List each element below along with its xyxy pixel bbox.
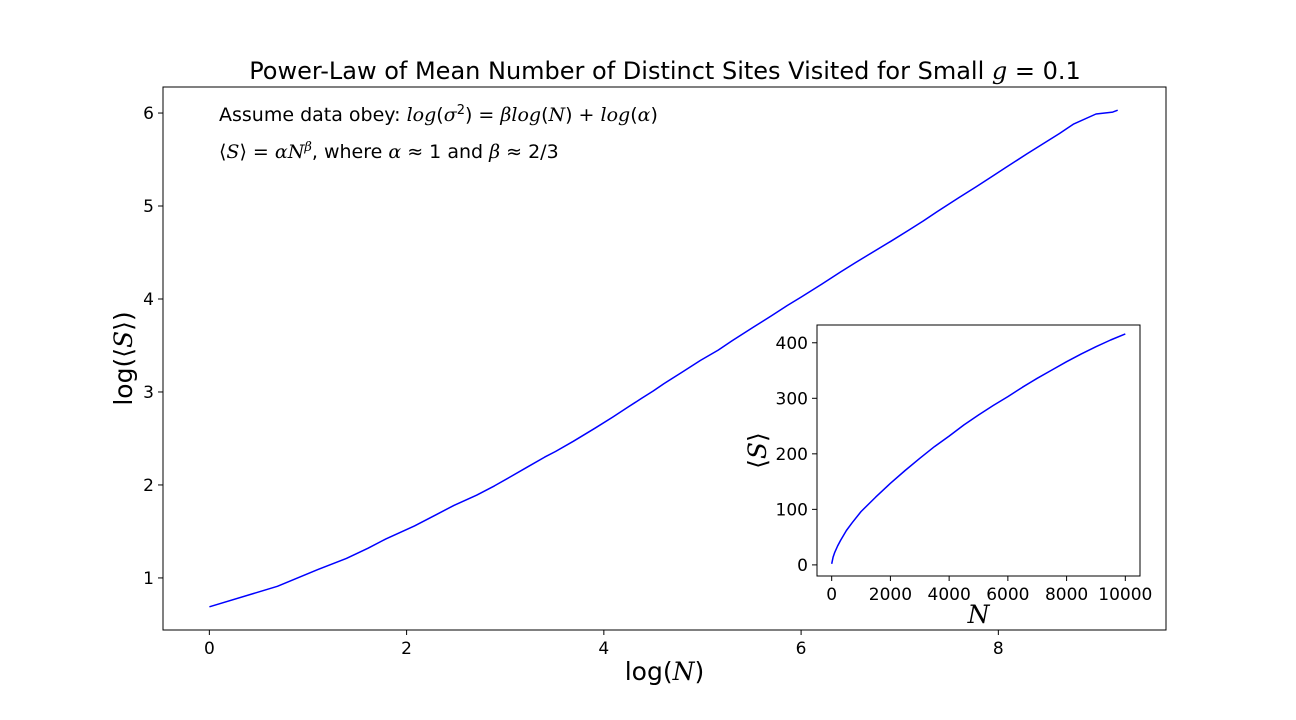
inset-x-tick-label: 2000 bbox=[869, 585, 912, 605]
main-y-tick-label: 6 bbox=[143, 104, 154, 124]
annotation-line: Assume data obey: log(σ2) = βlog(N) + lo… bbox=[219, 103, 658, 127]
inset-y-tick-label: 300 bbox=[776, 389, 808, 409]
main-x-axis-label: log(N) bbox=[625, 657, 705, 686]
main-y-tick-label: 2 bbox=[143, 476, 154, 496]
main-y-tick-label: 5 bbox=[143, 197, 154, 217]
chart-title: Power-Law of Mean Number of Distinct Sit… bbox=[249, 57, 1081, 85]
inset-x-axis-label: N bbox=[967, 600, 991, 629]
inset-y-tick-label: 100 bbox=[776, 500, 808, 520]
main-axes-frame bbox=[162, 86, 1167, 631]
inset-y-tick-label: 400 bbox=[776, 334, 808, 354]
inset-y-tick-label: 200 bbox=[776, 445, 808, 465]
main-x-tick-label: 6 bbox=[796, 639, 807, 659]
inset-x-tick-label: 4000 bbox=[928, 585, 971, 605]
main-y-tick-label: 1 bbox=[143, 569, 154, 589]
main-x-tick-label: 4 bbox=[598, 639, 609, 659]
inset-x-tick-label: 0 bbox=[826, 585, 837, 605]
inset-x-tick-label: 10000 bbox=[1098, 585, 1152, 605]
inset-series-line bbox=[830, 333, 1126, 564]
inset-x-tick-label: 8000 bbox=[1045, 585, 1088, 605]
inset-y-axis-label: ⟨S⟩ bbox=[743, 432, 772, 469]
main-x-tick-label: 8 bbox=[993, 639, 1004, 659]
annotation-line: ⟨S⟩ = αNβ, where α ≈ 1 and β ≈ 2/3 bbox=[219, 140, 559, 164]
main-series-line bbox=[209, 109, 1118, 608]
inset-x-tick-label: 6000 bbox=[986, 585, 1029, 605]
main-y-tick-label: 4 bbox=[143, 290, 154, 310]
inset-background bbox=[817, 325, 1140, 576]
inset-axes-frame bbox=[816, 324, 1141, 577]
main-y-tick-label: 3 bbox=[143, 383, 154, 403]
inset-y-tick-label: 0 bbox=[797, 556, 808, 576]
main-x-tick-label: 2 bbox=[401, 639, 412, 659]
main-x-tick-label: 0 bbox=[204, 639, 215, 659]
main-y-axis-label: log(⟨S⟩) bbox=[109, 311, 138, 405]
